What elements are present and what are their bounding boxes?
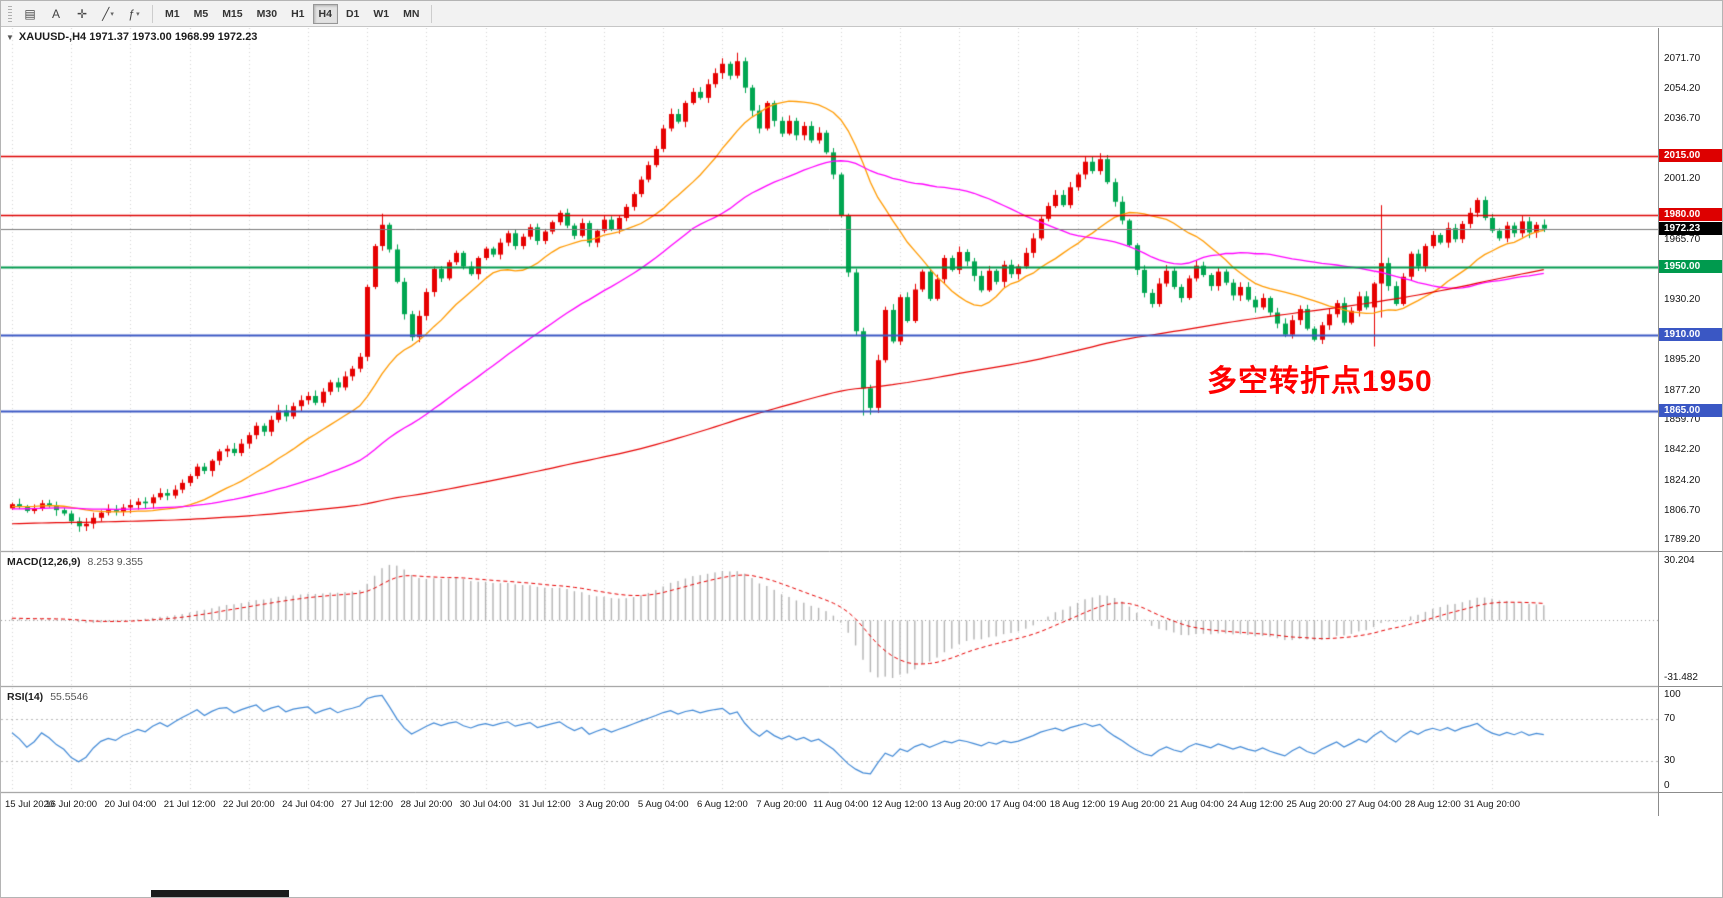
- timeframe-button-mn[interactable]: MN: [403, 7, 420, 20]
- price-axis[interactable]: 2071.702054.202036.702001.201965.701948.…: [1658, 28, 1722, 816]
- crosshair-icon[interactable]: ✛: [76, 6, 88, 21]
- chart-text-annotation[interactable]: 多空转折点1950: [1207, 365, 1433, 398]
- time-axis-label: 31 Jul 12:00: [518, 799, 571, 810]
- axis-tick-label: -31.482: [1664, 672, 1698, 683]
- toolbar-separator: [431, 4, 433, 23]
- axis-tick-label: 1877.20: [1664, 384, 1701, 396]
- rsi-name: RSI(14): [7, 691, 44, 703]
- toolbar-separator: [152, 4, 153, 23]
- time-axis-label: 19 Aug 20:00: [1108, 799, 1165, 810]
- timeframe-button-w1[interactable]: W1: [373, 7, 390, 20]
- collapse-chart-icon[interactable]: ▼: [6, 32, 14, 42]
- time-axis-label: 5 Aug 04:00: [637, 799, 689, 810]
- axis-tick-label: 70: [1664, 713, 1676, 725]
- axis-tick-label: 2036.70: [1664, 112, 1701, 124]
- toolbar: ▤ A ✛ ╱ ▾ ƒ ▾ M1 M5 M15 M30 H1 H4 D1 W1 MN: [1, 1, 1722, 27]
- time-axis-label: 25 Aug 20:00: [1286, 799, 1343, 810]
- time-axis-label: 17 Aug 04:00: [990, 799, 1047, 810]
- axis-tick-label: 0: [1664, 780, 1670, 791]
- pane-divider: [1659, 686, 1722, 687]
- timeframe-button-m30[interactable]: M30: [256, 7, 278, 20]
- axis-tick-label: 30: [1664, 754, 1676, 766]
- time-axis-label: 15 Jul 2020: [5, 799, 55, 810]
- axis-tick-label: 2071.70: [1664, 53, 1701, 65]
- axis-tick-label: 1842.20: [1664, 444, 1701, 456]
- line-studies-icon[interactable]: ╱ ▾: [102, 6, 114, 21]
- time-axis-label: 21 Jul 12:00: [163, 799, 216, 810]
- axis-tick-label: 2054.20: [1664, 82, 1701, 94]
- axis-tick-label: 1806.70: [1664, 504, 1701, 516]
- price-badge: 2015.00: [1659, 148, 1722, 162]
- axis-tick-label: 1789.20: [1664, 534, 1701, 546]
- time-axis-label: 24 Jul 04:00: [282, 799, 334, 810]
- price-chart-canvas[interactable]: [1, 28, 1658, 816]
- time-axis-label: 27 Jul 12:00: [341, 799, 394, 810]
- axis-tick-label: 1930.20: [1664, 294, 1701, 306]
- time-axis-label: 31 Aug 20:00: [1464, 799, 1520, 810]
- time-axis-label: 13 Aug 20:00: [931, 799, 988, 810]
- time-axis-label: 7 Aug 20:00: [756, 799, 807, 810]
- rsi-indicator-label: RSI(14) 55.5546: [7, 691, 88, 703]
- time-axis[interactable]: 15 Jul 2020 16 Jul 20:00 20 Jul 04:00 21 Ju…: [1, 794, 1658, 816]
- axis-tick-label: 1824.20: [1664, 474, 1701, 486]
- text-label-icon[interactable]: A: [51, 6, 60, 21]
- axis-tick-label: 1859.70: [1664, 414, 1701, 426]
- time-axis-label: 11 Aug 04:00: [813, 799, 869, 810]
- timeframe-button-h1[interactable]: H1: [291, 7, 305, 20]
- timeframe-button-m15[interactable]: M15: [222, 7, 243, 20]
- axis-tick-label: 30.204: [1664, 555, 1695, 566]
- macd-name: MACD(12,26,9): [7, 556, 81, 568]
- toolbar-left-tools: ▤ A ✛ ╱ ▾ ƒ ▾: [17, 3, 147, 25]
- time-axis-label: 21 Aug 04:00: [1168, 799, 1224, 810]
- price-badge: 1950.00: [1659, 259, 1722, 273]
- time-axis-label: 3 Aug 20:00: [578, 799, 630, 810]
- axis-tick-label: 2001.20: [1664, 173, 1701, 185]
- chart-region: ▼ XAUUSD-,H4 1971.37 1973.00 1968.99 197…: [1, 28, 1722, 897]
- axis-tick-label: 1965.70: [1664, 233, 1701, 245]
- timeframe-button-m1[interactable]: M1: [165, 7, 180, 20]
- time-axis-label: 24 Aug 12:00: [1227, 799, 1284, 810]
- time-axis-label: 22 Jul 20:00: [222, 799, 275, 810]
- indicators-icon[interactable]: ƒ ▾: [128, 6, 140, 21]
- symbol-ohlc-text: XAUUSD-,H4 1971.37 1973.00 1968.99 1972.…: [18, 31, 258, 43]
- timeframe-button-m5[interactable]: M5: [193, 7, 209, 20]
- rsi-value: 55.5546: [50, 691, 89, 703]
- macd-values: 8.253 9.355: [87, 556, 143, 568]
- time-axis-label: 28 Jul 20:00: [400, 799, 453, 810]
- time-axis-label: 27 Aug 04:00: [1345, 799, 1402, 810]
- price-badge: 1972.23: [1659, 221, 1722, 235]
- timeframe-button-d1[interactable]: D1: [345, 7, 360, 20]
- axis-tick-label: 1895.20: [1664, 353, 1701, 365]
- price-badge: 1910.00: [1659, 327, 1722, 341]
- price-badge: 1865.00: [1659, 404, 1722, 418]
- chart-window-icon[interactable]: ▤: [24, 6, 36, 21]
- price-badge: 1980.00: [1659, 208, 1722, 222]
- time-axis-label: 18 Aug 12:00: [1049, 799, 1106, 810]
- time-axis-label: 12 Aug 12:00: [872, 799, 928, 810]
- pane-divider: [1659, 792, 1722, 793]
- axis-tick-label: 100: [1664, 689, 1681, 700]
- timeframe-button-h4[interactable]: H4: [312, 3, 338, 24]
- h-scrollbar-thumb[interactable]: [151, 890, 289, 897]
- time-axis-label: 16 Jul 20:00: [45, 799, 98, 810]
- time-axis-label: 6 Aug 12:00: [697, 799, 748, 810]
- time-axis-label: 28 Aug 12:00: [1404, 799, 1461, 810]
- macd-indicator-label: MACD(12,26,9) 8.253 9.355: [7, 556, 143, 568]
- time-axis-label: 30 Jul 04:00: [459, 799, 512, 810]
- toolbar-grip[interactable]: [8, 5, 12, 22]
- chart-header: ▼ XAUUSD-,H4 1971.37 1973.00 1968.99 197…: [6, 31, 257, 43]
- time-axis-label: 20 Jul 04:00: [104, 799, 157, 810]
- timeframe-buttons: M1 M5 M15 M30 H1 H4 D1 W1 MN: [158, 3, 426, 24]
- pane-divider: [1659, 551, 1722, 552]
